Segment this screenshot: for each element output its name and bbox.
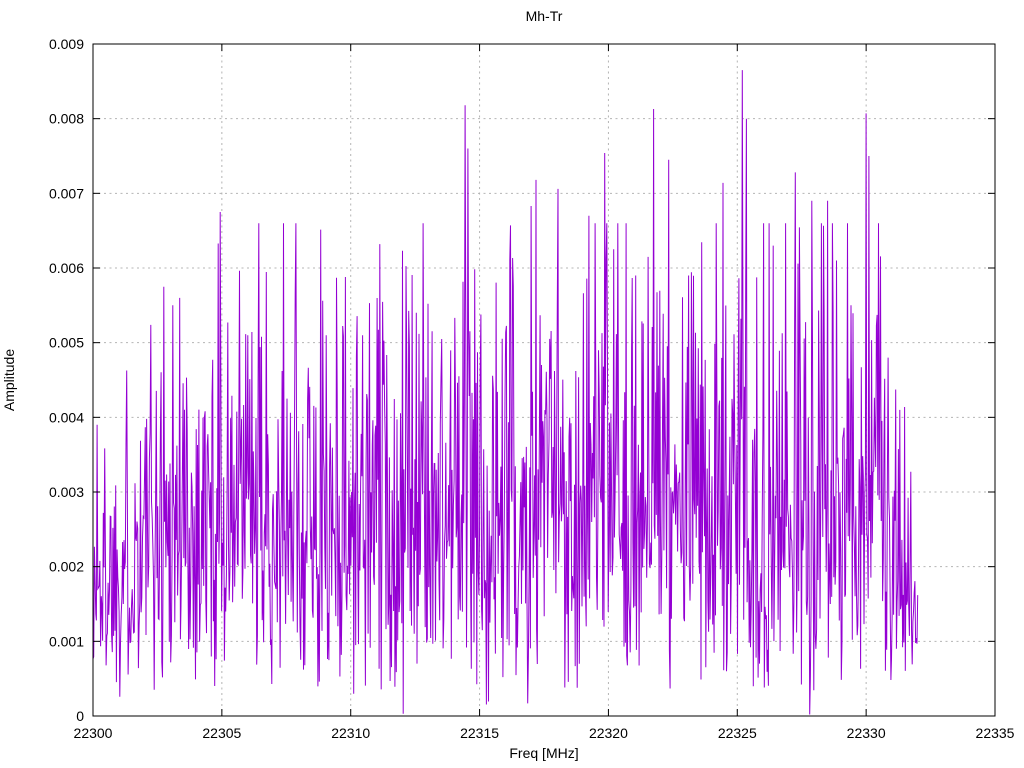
axis-ticks xyxy=(92,43,996,717)
y-tick-label: 0.003 xyxy=(49,484,84,500)
x-axis-label: Freq [MHz] xyxy=(509,745,578,761)
axis-tick-labels: 22300 22305 22310 22315 22320 22325 22330 22335… xyxy=(49,36,1015,741)
x-tick-label: 22310 xyxy=(331,725,370,741)
x-tick-label: 22320 xyxy=(589,725,628,741)
spectrum-polyline xyxy=(92,70,919,715)
y-tick-label: 0.001 xyxy=(49,633,84,649)
y-tick-label: 0.006 xyxy=(49,260,84,276)
y-tick-label: 0.009 xyxy=(49,36,84,52)
y-tick-label: 0.008 xyxy=(49,111,84,127)
y-tick-label: 0 xyxy=(76,708,84,724)
x-tick-label: 22305 xyxy=(202,725,241,741)
y-tick-label: 0.007 xyxy=(49,185,84,201)
x-tick-label: 22335 xyxy=(976,725,1015,741)
x-tick-label: 22325 xyxy=(718,725,757,741)
chart-title: Mh-Tr xyxy=(526,8,563,24)
x-tick-label: 22315 xyxy=(460,725,499,741)
y-tick-label: 0.004 xyxy=(49,409,84,425)
y-tick-label: 0.002 xyxy=(49,559,84,575)
spectrum-trace xyxy=(92,70,919,715)
x-tick-label: 22300 xyxy=(74,725,113,741)
plot-border xyxy=(92,43,996,717)
x-tick-label: 22330 xyxy=(847,725,886,741)
y-axis-label: Amplitude xyxy=(1,349,17,411)
plot-frame xyxy=(92,43,996,717)
y-tick-label: 0.005 xyxy=(49,335,84,351)
